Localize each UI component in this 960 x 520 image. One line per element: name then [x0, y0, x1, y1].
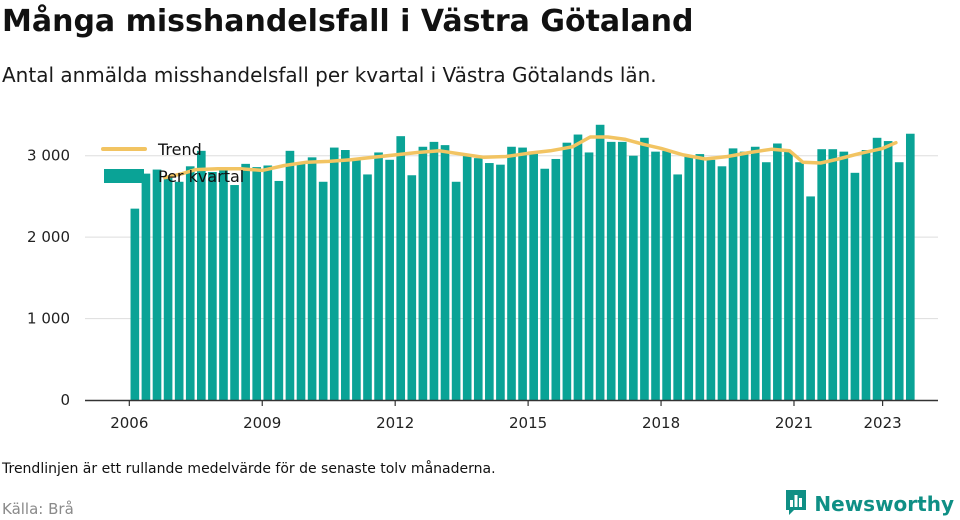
y-axis-labels: 0 1 000 2 000 3 000 — [27, 147, 70, 409]
bar — [651, 151, 660, 400]
chart-subtitle: Antal anmälda misshandelsfall per kvarta… — [2, 63, 657, 87]
bar — [507, 146, 516, 400]
bar — [496, 164, 505, 400]
bar-series — [130, 124, 915, 401]
bar — [518, 147, 527, 400]
footnote: Trendlinjen är ett rullande medelvärde f… — [2, 461, 496, 477]
bar — [185, 166, 195, 400]
bar — [440, 145, 450, 400]
bar — [407, 175, 417, 400]
bar — [606, 141, 616, 400]
bar — [485, 163, 494, 400]
y-tick-label: 2 000 — [27, 228, 70, 246]
bar — [784, 151, 793, 400]
bar — [529, 151, 538, 400]
bar-chart-icon — [784, 488, 808, 520]
bar — [540, 168, 550, 400]
bar — [196, 150, 206, 400]
chart-title: Många misshandelsfall i Västra Götaland — [2, 4, 694, 39]
bar — [861, 150, 871, 400]
bar — [341, 150, 350, 400]
x-tick-label: 2012 — [376, 414, 414, 432]
bar — [429, 141, 439, 400]
bar — [684, 155, 694, 400]
legend-label-per-kvartal: Per kvartal — [158, 167, 244, 186]
bar — [274, 180, 284, 400]
bar — [872, 137, 882, 401]
bar — [839, 151, 849, 400]
bar — [817, 149, 827, 400]
bar — [739, 151, 749, 400]
bar — [208, 172, 217, 400]
bar — [141, 173, 151, 400]
bar — [562, 142, 572, 400]
x-axis-labels: 2006 2009 2012 2015 2018 2021 2023 — [110, 400, 902, 432]
bar — [573, 134, 583, 401]
bar — [795, 162, 804, 400]
y-tick-label: 3 000 — [27, 147, 70, 165]
bar — [252, 167, 262, 400]
bar — [396, 136, 406, 400]
bar — [219, 168, 228, 400]
bar — [595, 124, 605, 401]
bar — [717, 166, 727, 400]
bar — [617, 141, 627, 400]
bar — [241, 163, 250, 400]
y-tick-label: 1 000 — [27, 310, 70, 328]
source-label: Källa: Brå — [2, 500, 74, 518]
bar — [773, 143, 782, 400]
bar — [706, 159, 716, 400]
bar — [473, 158, 483, 400]
bar — [163, 176, 173, 400]
x-tick-label: 2015 — [509, 414, 547, 432]
bar — [883, 141, 893, 401]
bar — [363, 174, 372, 400]
brand-logo[interactable]: Newsworthy — [784, 488, 954, 520]
bar — [329, 147, 339, 400]
bar — [462, 155, 472, 400]
trend-line — [163, 135, 898, 180]
bar — [728, 148, 738, 400]
bar — [828, 149, 838, 400]
bar — [761, 162, 771, 400]
bar — [629, 155, 638, 400]
bar — [905, 133, 915, 400]
bar — [230, 185, 239, 400]
bar — [385, 159, 394, 400]
bar — [695, 154, 705, 400]
bar — [374, 152, 383, 400]
bar — [285, 150, 295, 400]
bar — [263, 165, 273, 400]
x-tick-label: 2006 — [110, 414, 148, 432]
brand-name: Newsworthy — [814, 492, 954, 516]
x-tick-label: 2018 — [642, 414, 680, 432]
bar — [640, 137, 649, 401]
bar — [307, 157, 317, 400]
y-tick-label: 0 — [60, 391, 70, 409]
bar — [584, 152, 594, 400]
bar — [673, 174, 682, 400]
legend-bar-swatch — [104, 169, 144, 183]
chart-area: 0 1 000 2 000 3 000 2006 2009 2012 2015 2018 202… — [27, 124, 938, 432]
bar — [894, 162, 904, 400]
bar — [451, 181, 461, 400]
bar — [352, 158, 361, 400]
x-tick-label: 2009 — [243, 414, 281, 432]
bar — [152, 169, 162, 400]
bar — [174, 181, 184, 400]
bar — [418, 146, 428, 400]
bar — [551, 158, 561, 400]
x-tick-label: 2023 — [864, 414, 902, 432]
legend: Trend Per kvartal — [101, 140, 244, 186]
bar — [750, 146, 760, 400]
bar — [296, 163, 306, 400]
bar — [662, 150, 671, 400]
x-tick-label: 2021 — [775, 414, 813, 432]
bar — [130, 208, 140, 400]
bar — [806, 196, 815, 400]
bar — [850, 172, 860, 400]
bar — [318, 181, 328, 400]
legend-label-trend: Trend — [157, 140, 202, 159]
